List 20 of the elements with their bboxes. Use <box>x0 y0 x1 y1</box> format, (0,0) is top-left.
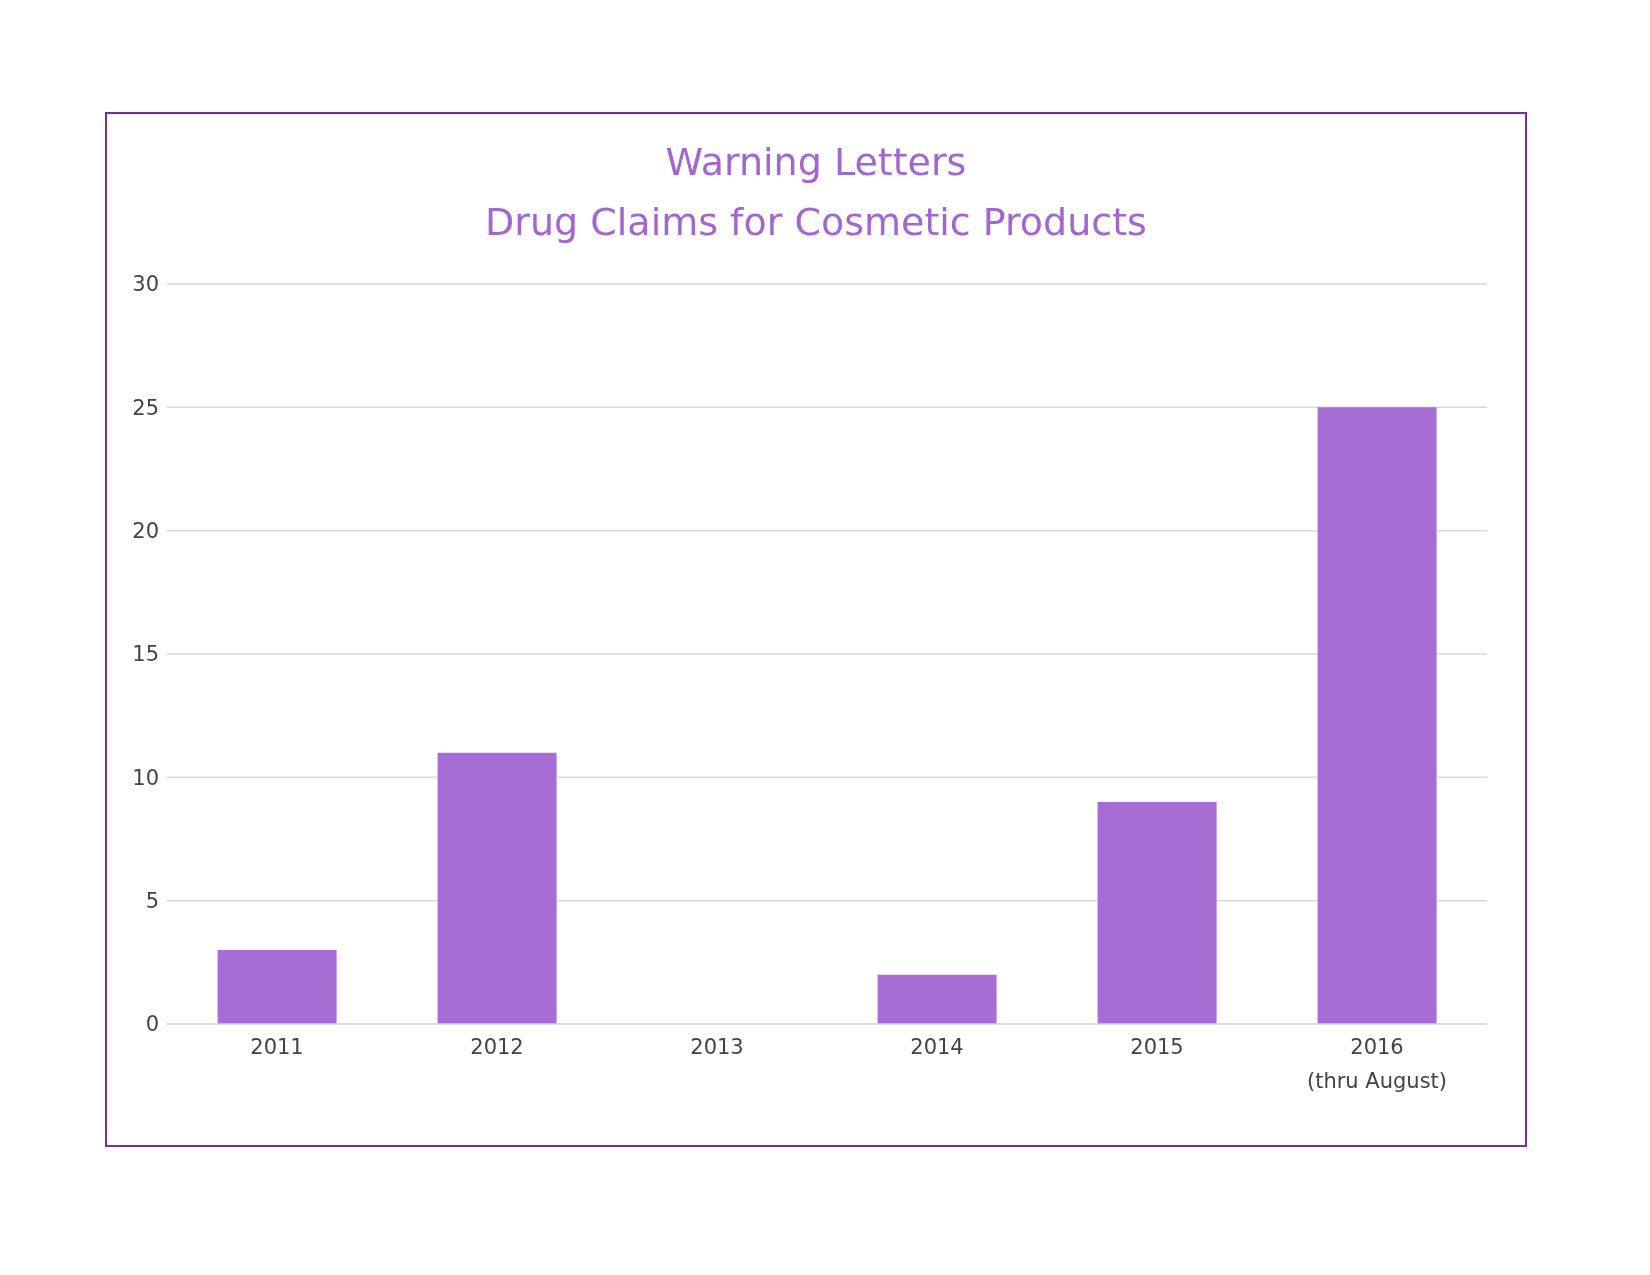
x-tick-label: 2011 <box>250 1035 304 1059</box>
y-tick-label: 10 <box>132 765 159 790</box>
x-tick-label: 2016 (thru August) <box>1306 1035 1448 1093</box>
bar <box>217 950 337 1024</box>
chart-subtitle: Drug Claims for Cosmetic Products <box>484 199 1148 246</box>
y-tick-label: 5 <box>145 889 159 914</box>
bar <box>1317 407 1437 1024</box>
y-tick-label: 30 <box>132 272 159 297</box>
y-tick-label: 15 <box>132 642 159 667</box>
x-tick-label: 2013 <box>690 1035 744 1059</box>
bar <box>1097 802 1217 1024</box>
x-tick-label: 2015 <box>1130 1035 1184 1059</box>
y-tick-label: 0 <box>145 1012 159 1037</box>
y-tick-label: 20 <box>132 519 159 544</box>
bar <box>437 752 557 1024</box>
x-tick-label: 2012 <box>470 1035 524 1059</box>
bar <box>877 974 997 1024</box>
y-tick-label: 25 <box>132 395 159 420</box>
x-tick-label: 2014 <box>910 1035 964 1059</box>
chart-title: Warning Letters <box>664 139 968 186</box>
